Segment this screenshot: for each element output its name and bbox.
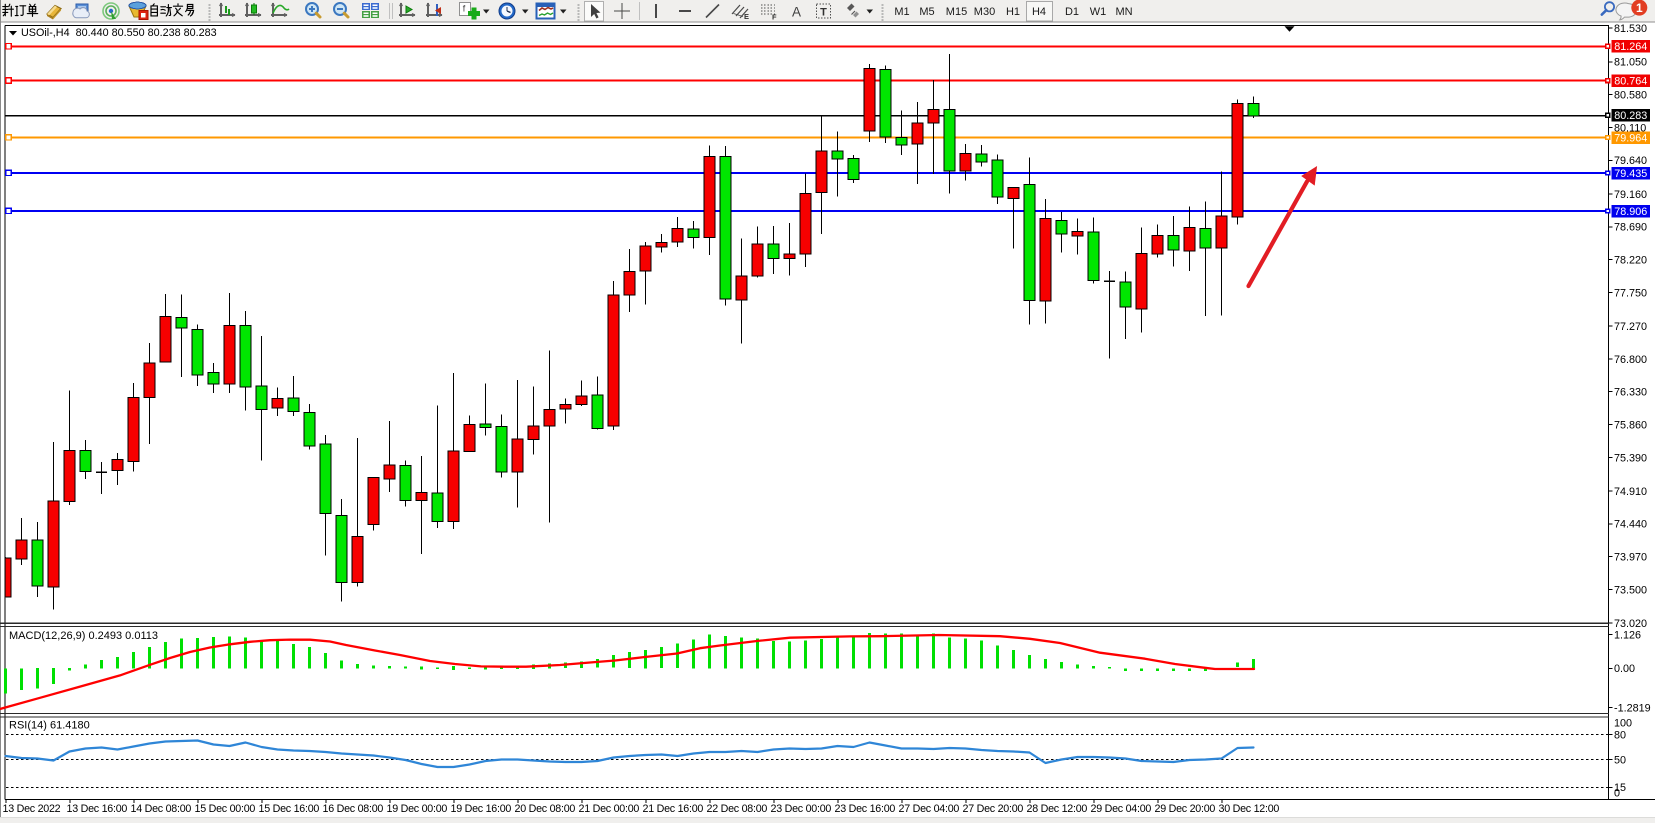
svg-text:M30: M30: [974, 6, 995, 18]
svg-text:79.964: 79.964: [1614, 132, 1647, 144]
svg-text:M5: M5: [919, 6, 934, 18]
svg-text:50: 50: [1614, 754, 1626, 766]
svg-text:E: E: [744, 12, 749, 21]
svg-text:19 Dec 16:00: 19 Dec 16:00: [451, 803, 512, 815]
svg-text:19 Dec 00:00: 19 Dec 00:00: [387, 803, 448, 815]
svg-text:23 Dec 16:00: 23 Dec 16:00: [835, 803, 896, 815]
svg-text:M1: M1: [894, 6, 909, 18]
svg-text:A: A: [792, 5, 801, 20]
svg-text:-1.2819: -1.2819: [1614, 703, 1651, 715]
svg-text:30 Dec 12:00: 30 Dec 12:00: [1219, 803, 1280, 815]
svg-text:21 Dec 00:00: 21 Dec 00:00: [579, 803, 640, 815]
svg-text:77.270: 77.270: [1614, 321, 1647, 333]
svg-text:0: 0: [1614, 787, 1620, 799]
svg-text:H4: H4: [1032, 6, 1046, 18]
svg-text:78.690: 78.690: [1614, 222, 1647, 234]
svg-text:USOil-,H4 80.440 80.550 80.23: USOil-,H4 80.440 80.550 80.238 80.283: [21, 27, 217, 39]
svg-text:13 Dec 16:00: 13 Dec 16:00: [67, 803, 128, 815]
svg-text:29 Dec 20:00: 29 Dec 20:00: [1155, 803, 1216, 815]
svg-text:1.126: 1.126: [1614, 630, 1641, 642]
svg-text:80.283: 80.283: [1614, 110, 1647, 122]
svg-text:20 Dec 08:00: 20 Dec 08:00: [515, 803, 576, 815]
svg-text:T: T: [820, 7, 827, 19]
svg-text:77.750: 77.750: [1614, 287, 1647, 299]
svg-text:1: 1: [1636, 1, 1643, 15]
svg-text:75.390: 75.390: [1614, 452, 1647, 464]
svg-text:13 Dec 2022: 13 Dec 2022: [3, 803, 61, 815]
svg-text:76.330: 76.330: [1614, 387, 1647, 399]
svg-text:0.00: 0.00: [1614, 663, 1635, 675]
svg-text:27 Dec 04:00: 27 Dec 04:00: [899, 803, 960, 815]
svg-text:81.530: 81.530: [1614, 23, 1647, 35]
svg-text:15: 15: [1614, 782, 1626, 794]
svg-text:73.970: 73.970: [1614, 552, 1647, 564]
svg-text:27 Dec 20:00: 27 Dec 20:00: [963, 803, 1024, 815]
svg-text:MN: MN: [1115, 6, 1132, 18]
svg-text:79.160: 79.160: [1614, 189, 1647, 201]
svg-text:M15: M15: [946, 6, 967, 18]
svg-text:81.264: 81.264: [1614, 41, 1647, 53]
svg-text:79.640: 79.640: [1614, 155, 1647, 167]
svg-text:80.764: 80.764: [1614, 76, 1647, 88]
svg-text:73.500: 73.500: [1614, 584, 1647, 596]
svg-text:21 Dec 16:00: 21 Dec 16:00: [643, 803, 704, 815]
svg-text:79.435: 79.435: [1614, 168, 1647, 180]
svg-text:F: F: [772, 13, 777, 22]
svg-text:78.906: 78.906: [1614, 206, 1647, 218]
svg-text:81.050: 81.050: [1614, 57, 1647, 69]
svg-text:74.910: 74.910: [1614, 486, 1647, 498]
svg-text:D1: D1: [1065, 6, 1079, 18]
svg-text:22 Dec 08:00: 22 Dec 08:00: [707, 803, 768, 815]
svg-text:f: f: [463, 4, 466, 14]
svg-text:78.220: 78.220: [1614, 255, 1647, 267]
svg-text:14 Dec 08:00: 14 Dec 08:00: [131, 803, 192, 815]
svg-text:H1: H1: [1006, 6, 1020, 18]
svg-text:W1: W1: [1090, 6, 1107, 18]
svg-text:15 Dec 00:00: 15 Dec 00:00: [195, 803, 256, 815]
svg-text:RSI(14) 61.4180: RSI(14) 61.4180: [9, 720, 90, 732]
svg-text:76.800: 76.800: [1614, 354, 1647, 366]
svg-text:80.580: 80.580: [1614, 90, 1647, 102]
svg-text:MACD(12,26,9) 0.2493 0.0113: MACD(12,26,9) 0.2493 0.0113: [9, 630, 158, 642]
svg-text:74.440: 74.440: [1614, 519, 1647, 531]
svg-text:29 Dec 04:00: 29 Dec 04:00: [1091, 803, 1152, 815]
svg-text:15 Dec 16:00: 15 Dec 16:00: [259, 803, 320, 815]
svg-text:16 Dec 08:00: 16 Dec 08:00: [323, 803, 384, 815]
svg-text:28 Dec 12:00: 28 Dec 12:00: [1027, 803, 1088, 815]
svg-text:75.860: 75.860: [1614, 419, 1647, 431]
svg-text:23 Dec 00:00: 23 Dec 00:00: [771, 803, 832, 815]
svg-text:80: 80: [1614, 729, 1626, 741]
svg-text:100: 100: [1614, 717, 1632, 729]
svg-text:73.020: 73.020: [1614, 618, 1647, 630]
